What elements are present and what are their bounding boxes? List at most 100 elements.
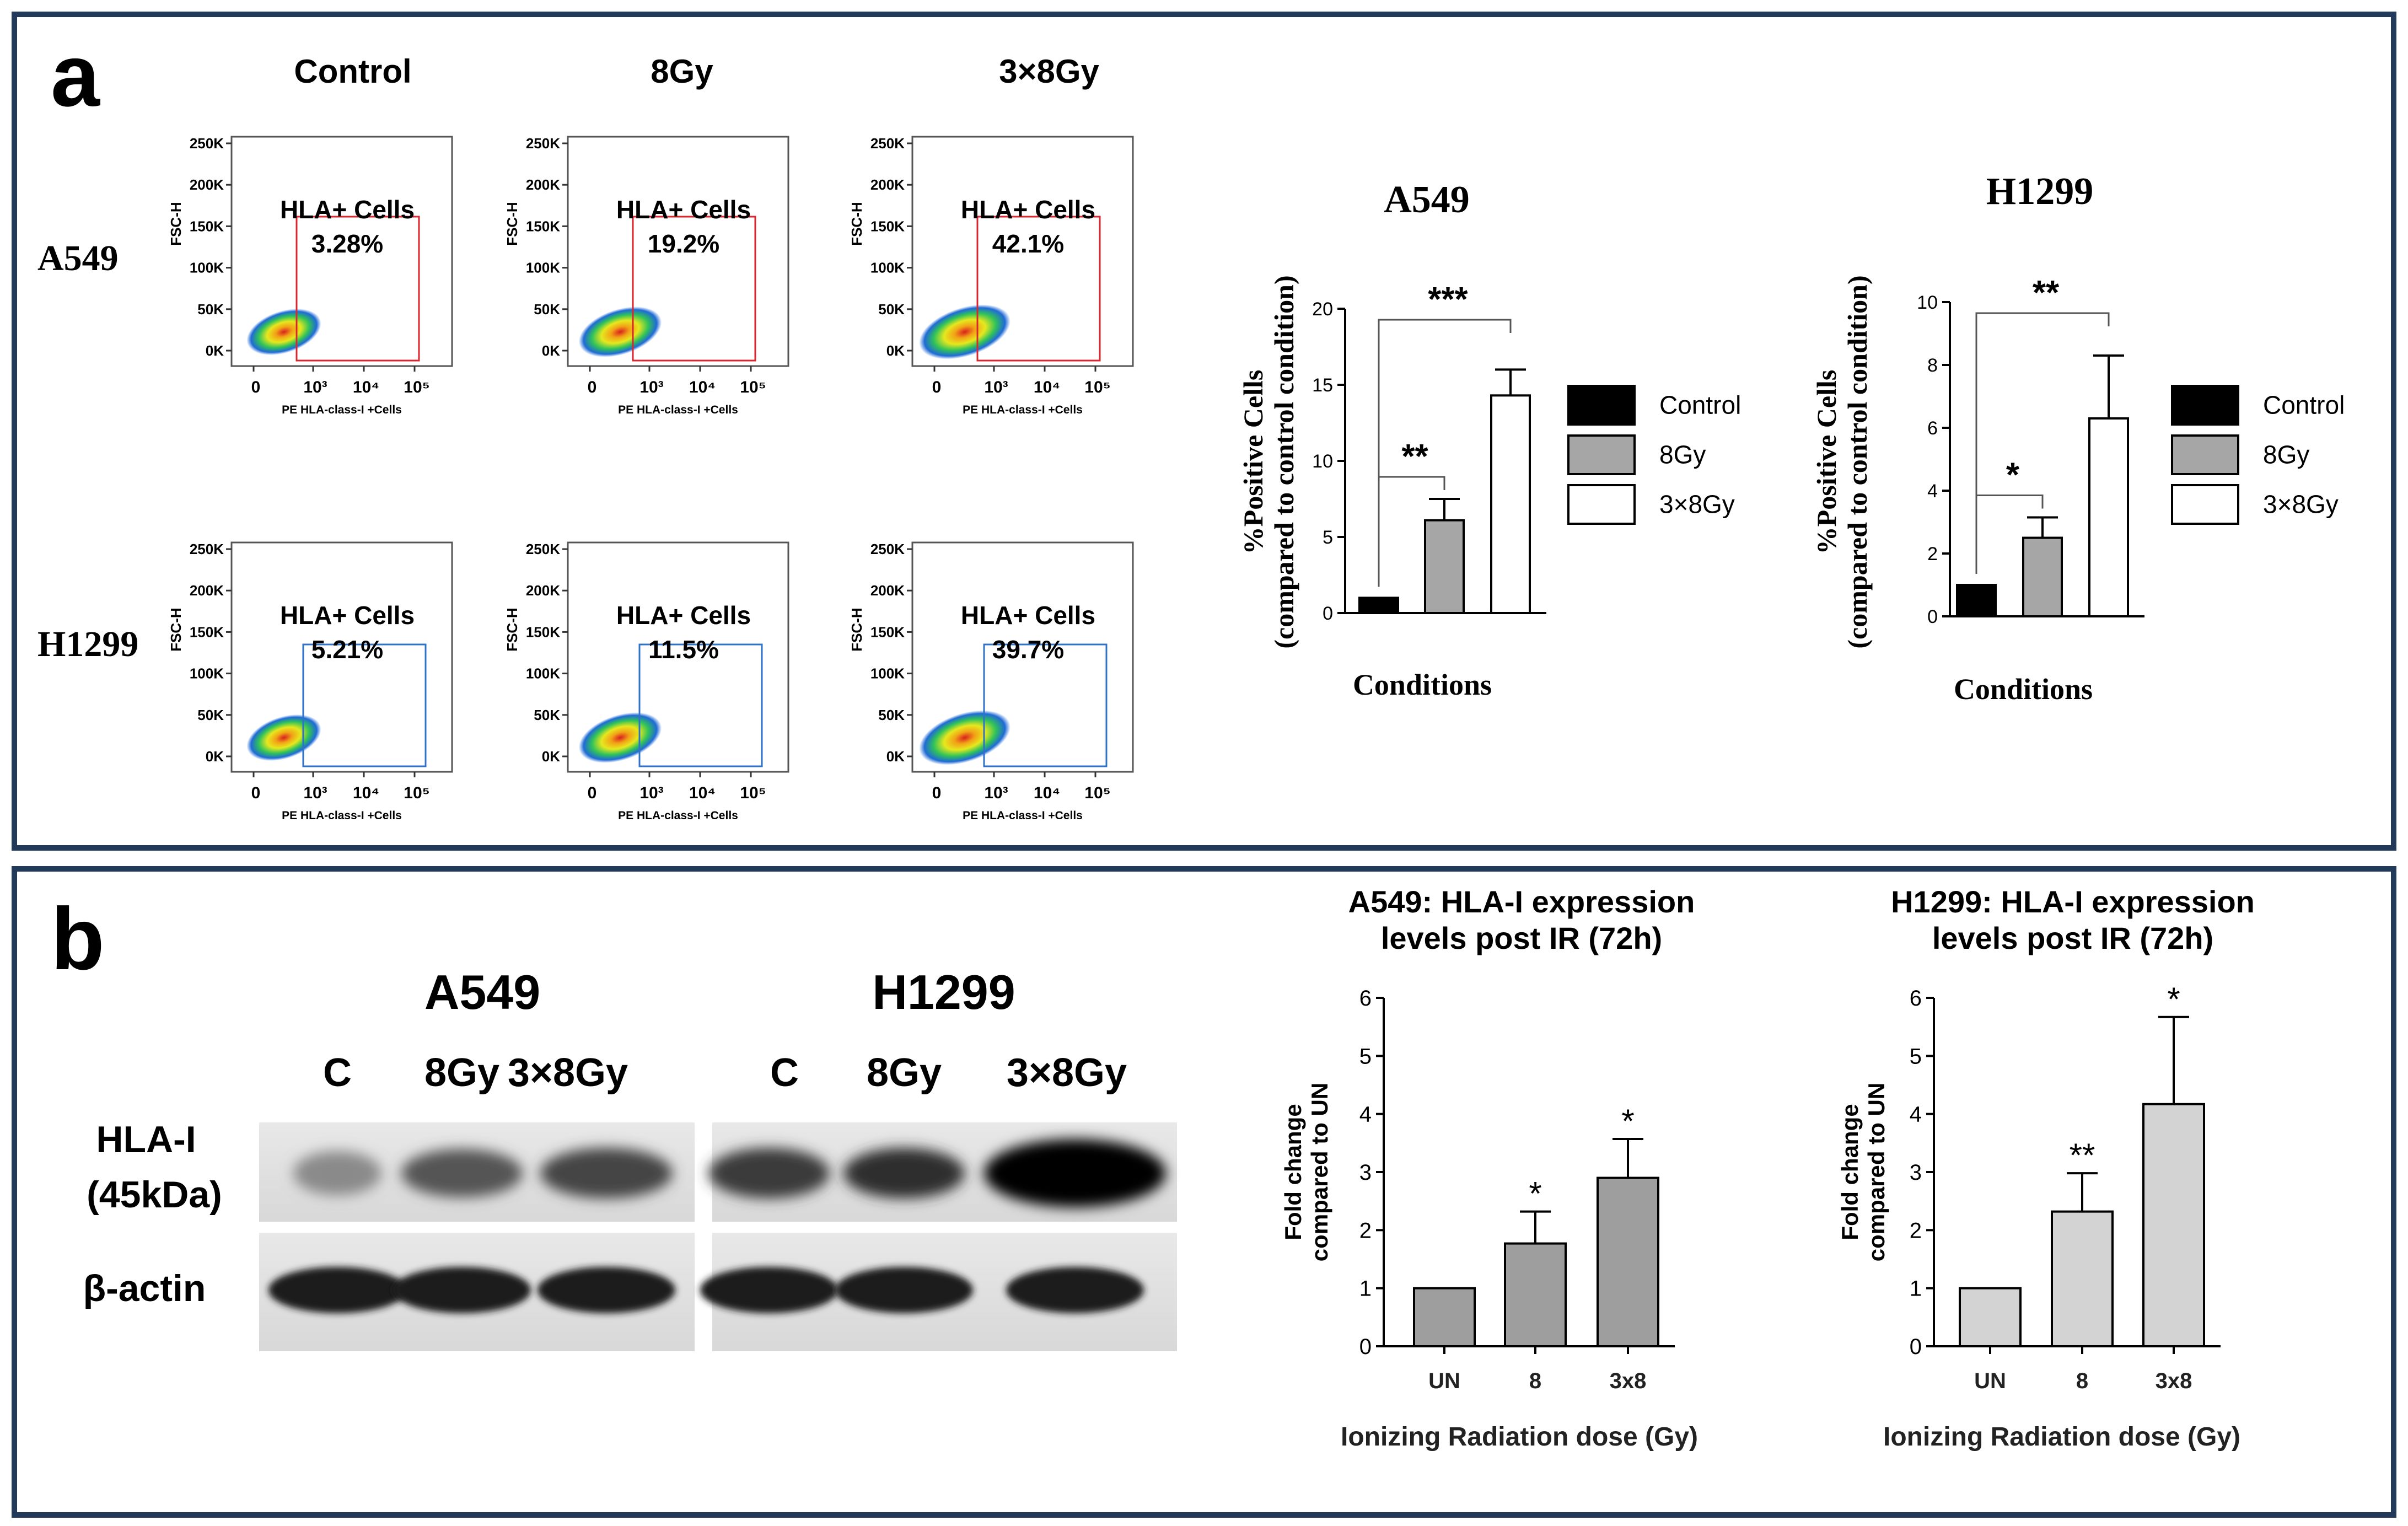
legend-label: 3×8Gy: [2263, 490, 2339, 518]
legend-swatch: [1567, 385, 1636, 426]
gate-label: HLA+ Cells: [961, 195, 1095, 224]
x-tick-label: UN: [1428, 1369, 1460, 1393]
gate-percent: 5.21%: [311, 635, 383, 664]
cell-population: [919, 710, 1011, 765]
significance-marker: *: [2167, 981, 2180, 1018]
flow-x-tick-label: 0: [588, 784, 597, 802]
y-tick-label: 3: [1359, 1160, 1372, 1185]
gate-label: HLA+ Cells: [280, 601, 415, 630]
flow-y-tick-label: 150K: [526, 218, 560, 234]
legend-label: Control: [2263, 390, 2345, 419]
chart-title: A549: HLA-I expression: [1348, 884, 1695, 919]
flow-y-tick-label: 50K: [534, 707, 560, 723]
bar: [2142, 1103, 2205, 1347]
bar-chart: H1299 %Positive Cells (compared to control…: [1811, 170, 2345, 706]
flow-x-tick-label: 10⁴: [689, 784, 716, 802]
gate-rectangle: [302, 643, 427, 767]
flow-y-tick-label: 0K: [886, 342, 905, 359]
flow-y-axis-label: FSC-H: [504, 608, 520, 651]
flow-x-tick-label: 0: [588, 378, 597, 396]
flow-y-tick-label: 250K: [190, 541, 224, 557]
legend-label: 3×8Gy: [1659, 490, 1735, 518]
flow-y-tick-label: 250K: [526, 541, 560, 557]
flow-y-tick-label: 50K: [534, 301, 560, 318]
flow-y-tick-label: 200K: [190, 176, 224, 193]
y-tick-label: 3: [1910, 1160, 1922, 1185]
blot-lane-label: 3×8Gy: [1007, 1051, 1127, 1095]
bar: [2022, 536, 2063, 617]
bar-chart: A549 %Positive Cells (compared to control …: [1238, 179, 1741, 701]
flow-row-label: H1299: [37, 624, 138, 664]
panel-b-letter: b: [51, 889, 105, 988]
legend-swatch: [1567, 434, 1636, 475]
flow-x-tick-label: 0: [251, 378, 261, 396]
gate-label: HLA+ Cells: [616, 601, 751, 630]
x-axis-label: Conditions: [1353, 668, 1492, 701]
gate-label: HLA+ Cells: [616, 195, 751, 224]
flow-y-tick-label: 150K: [190, 624, 224, 640]
significance-label: ***: [1428, 281, 1468, 319]
significance-marker: **: [2070, 1137, 2095, 1174]
x-axis-label: Conditions: [1954, 673, 2093, 706]
y-tick-label: 6: [1359, 986, 1372, 1011]
flow-x-tick-label: 0: [932, 378, 942, 396]
legend-swatch: [2171, 484, 2239, 525]
legend-label: 8Gy: [1659, 440, 1706, 469]
y-tick-label: 10: [1917, 292, 1938, 313]
flow-y-axis-label: FSC-H: [848, 608, 865, 651]
flow-x-tick-label: 10³: [639, 784, 663, 802]
bar: [1597, 1176, 1659, 1348]
flow-x-tick-label: 10³: [303, 378, 327, 396]
x-tick-label: 8: [1529, 1369, 1541, 1393]
y-axis-label: Fold change: [1837, 1104, 1863, 1240]
flow-column-header: Control: [294, 53, 411, 90]
bar: [1504, 1242, 1567, 1348]
bar: [1424, 519, 1465, 615]
flow-y-tick-label: 0K: [542, 342, 560, 359]
blot-lane-label: C: [323, 1051, 352, 1095]
flow-y-tick-label: 200K: [870, 176, 905, 193]
legend-swatch: [1567, 484, 1636, 525]
flow-y-tick-label: 100K: [190, 260, 224, 276]
flow-y-tick-label: 250K: [190, 135, 224, 152]
y-tick-label: 0: [1927, 606, 1938, 627]
x-tick-label: UN: [1974, 1369, 2006, 1393]
bar-charts: A549%Positive Cells (compared to control …: [1238, 170, 2345, 1452]
flow-x-tick-label: 10⁴: [689, 378, 716, 396]
flow-y-tick-label: 0K: [542, 748, 560, 765]
flow-cytometry-grid: Control 8Gy 3×8Gy A549 H1299 250K 200K 150K 100K…: [37, 53, 1134, 822]
y-axis-label: compared to UN: [1307, 1083, 1332, 1261]
gate-percent: 19.2%: [648, 229, 719, 258]
blot-lane-label: C: [770, 1051, 799, 1095]
bar: [1959, 1287, 2022, 1348]
actin-band: [268, 1267, 406, 1313]
flow-y-tick-label: 150K: [870, 218, 905, 234]
flow-y-tick-label: 150K: [190, 218, 224, 234]
x-axis-label: Ionizing Radiation dose (Gy): [1341, 1422, 1698, 1452]
flow-y-tick-label: 100K: [870, 260, 905, 276]
flow-row-label: A549: [37, 238, 119, 278]
chart-title: levels post IR (72h): [1381, 921, 1662, 955]
significance-label: **: [1401, 438, 1428, 476]
flow-x-tick-label: 10³: [303, 784, 327, 802]
legend-label: 8Gy: [2263, 440, 2309, 469]
y-axis-label: (compared to control condition): [1842, 275, 1873, 648]
flow-x-tick-label: 10⁵: [404, 784, 429, 802]
cell-population: [578, 712, 662, 763]
y-axis-label: compared to UN: [1863, 1083, 1889, 1261]
blot-row-label: HLA-I: [96, 1119, 196, 1160]
flow-x-tick-label: 10³: [984, 378, 1008, 396]
hla-band: [984, 1139, 1166, 1207]
gate-label: HLA+ Cells: [961, 601, 1095, 630]
cell-population: [578, 307, 662, 357]
chart-title: H1299: HLA-I expression: [1891, 884, 2255, 919]
x-tick-label: 3x8: [2156, 1369, 2192, 1393]
bar: [1358, 597, 1399, 615]
y-tick-label: 10: [1312, 451, 1333, 472]
y-tick-label: 1: [1359, 1277, 1372, 1301]
bar: [1490, 394, 1531, 614]
flow-y-tick-label: 150K: [870, 624, 905, 640]
